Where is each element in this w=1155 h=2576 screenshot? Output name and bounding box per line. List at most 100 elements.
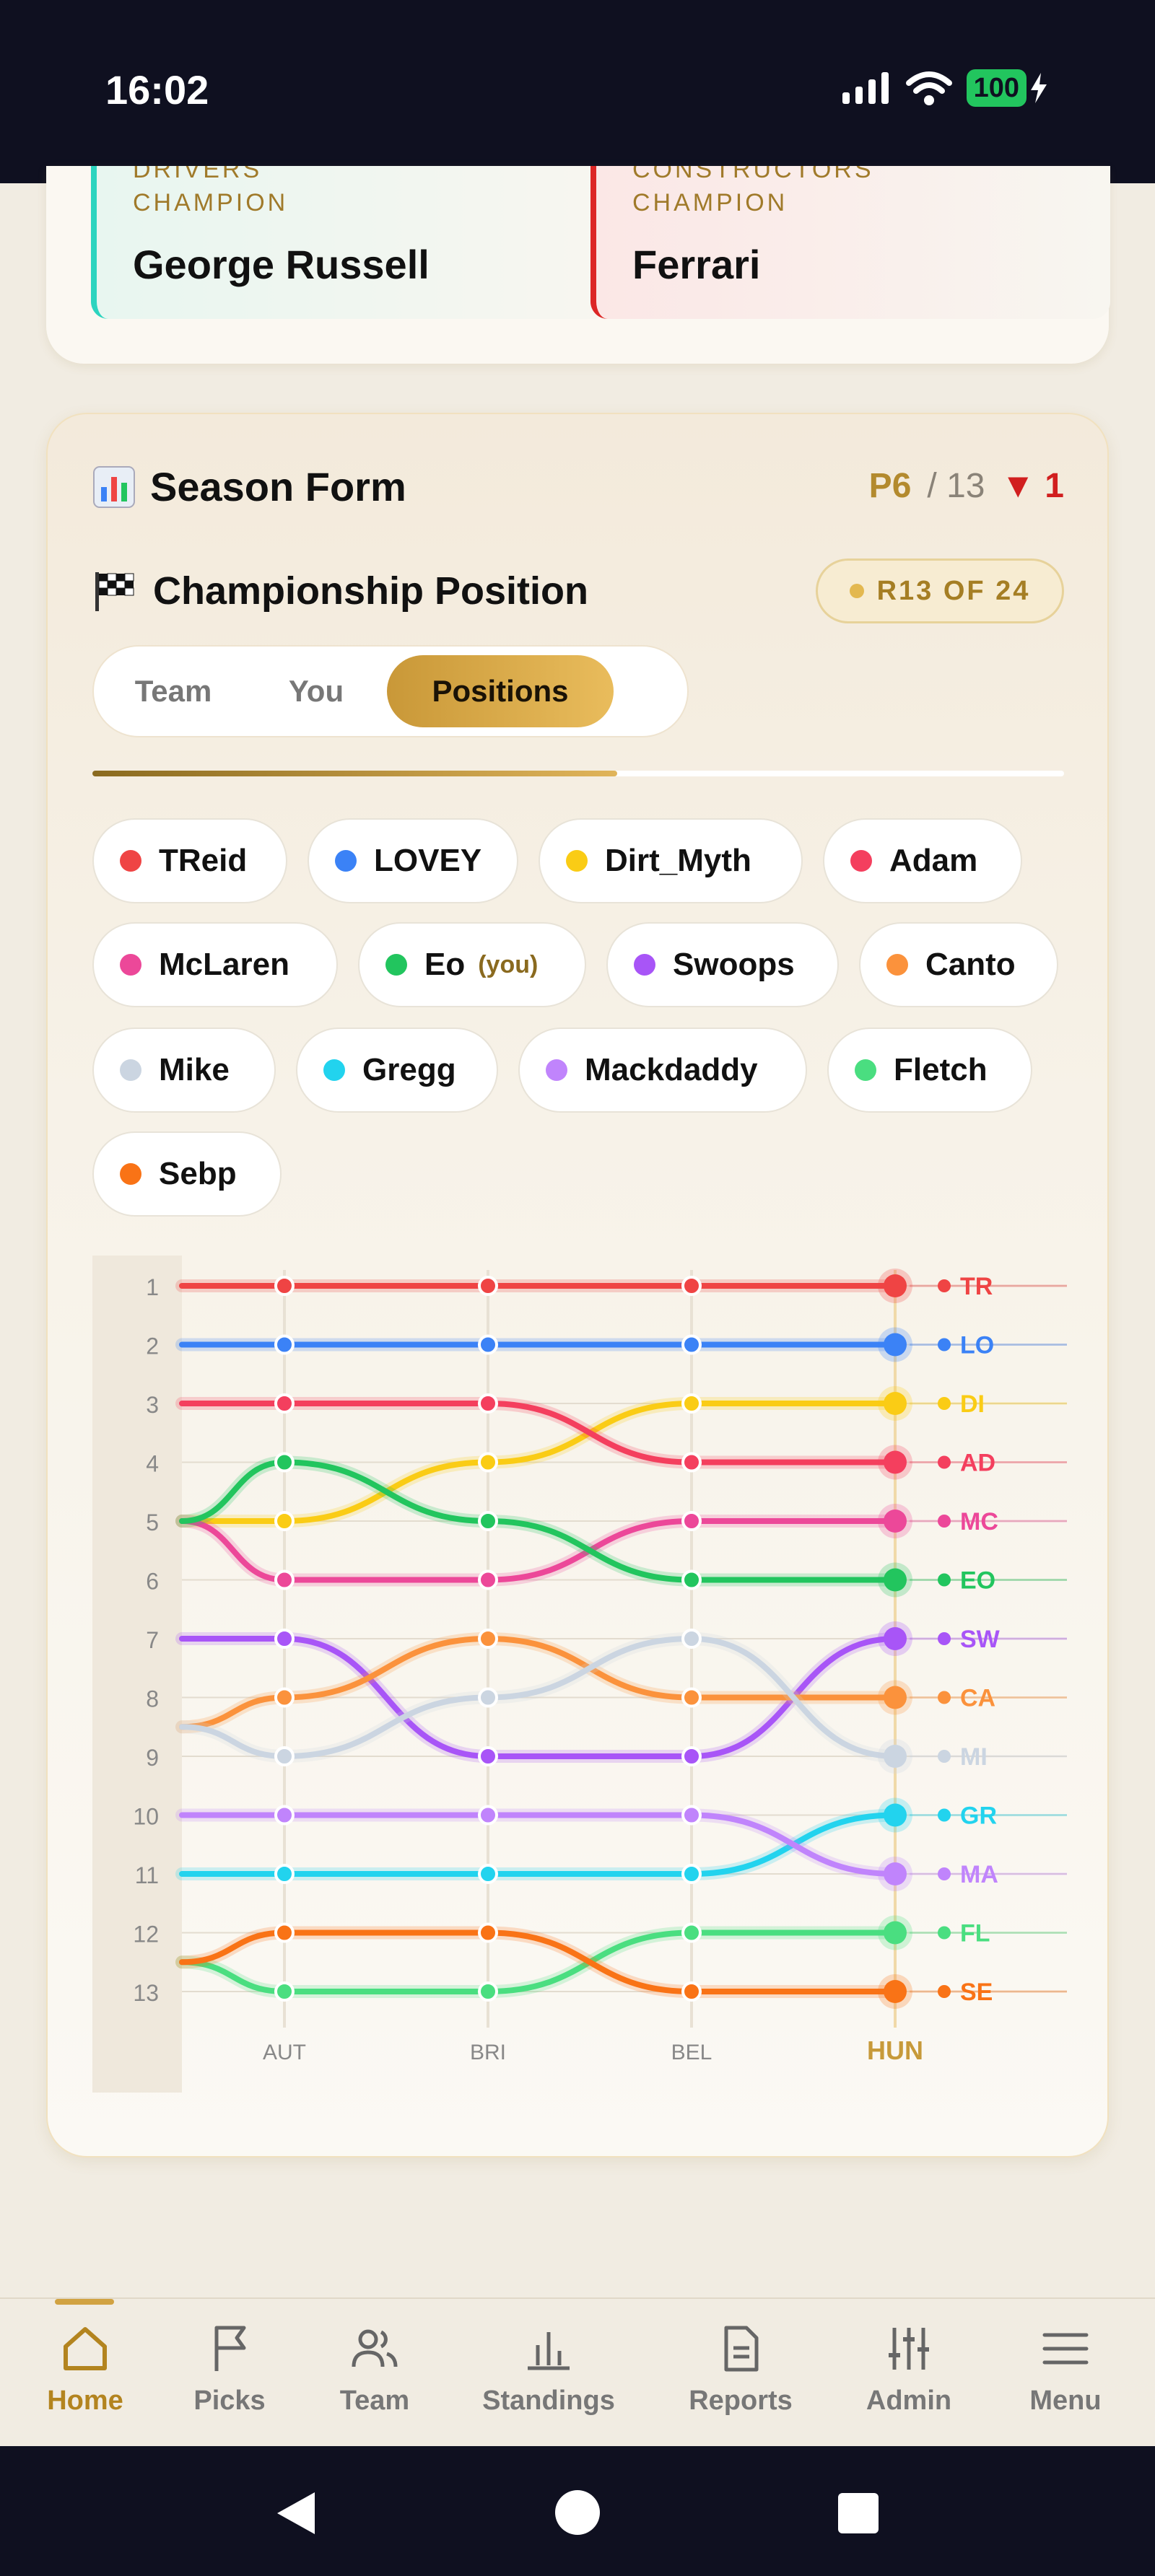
legend-chip[interactable]: TReid [92,818,287,903]
legend-chip[interactable]: Mike [92,1028,276,1113]
series-end-point [884,1803,907,1827]
legend-color-dot [323,1059,345,1081]
legend-player-name: Mackdaddy [585,1052,758,1087]
bar-chart-emoji-icon [93,465,135,508]
series-tag-dot [938,1808,951,1822]
nav-admin-label: Admin [866,2386,952,2416]
flag-icon [214,2326,246,2371]
series-end-point [884,1392,907,1415]
series-tag-label: EO [960,1567,995,1595]
tab-team[interactable]: Team [134,674,212,708]
nav-reports[interactable]: Reports [668,2299,813,2448]
series-tag-dot [938,1338,951,1351]
legend-chip[interactable]: Fletch [827,1028,1032,1113]
series-point [478,1687,498,1708]
status-time: 16:02 [105,67,209,113]
legend-player-name: TReid [159,843,248,878]
legend-player-name: LOVEY [374,843,482,878]
series-end-point [884,1627,907,1650]
series-end-point [884,1274,907,1297]
legend-chip[interactable]: Canto [859,922,1058,1007]
series-point [681,1393,702,1414]
y-tick-label: 12 [133,1922,159,1948]
series-tag-dot [938,1515,951,1528]
legend-color-dot [120,954,141,976]
series-point [681,1746,702,1766]
legend-chip[interactable]: Swoops [606,922,839,1007]
nav-team[interactable]: Team [315,2299,435,2448]
document-icon [724,2326,759,2372]
status-icons: 100 [841,69,1050,107]
legend-chip[interactable]: Sebp [92,1131,282,1217]
series-tag-label: SW [960,1626,1001,1653]
series-tag-label: DI [960,1390,985,1418]
nav-menu[interactable]: Menu [1008,2299,1123,2448]
legend-color-dot [850,850,872,872]
battery-icon: 100 [966,69,1050,107]
tab-positions[interactable]: Positions [387,655,614,727]
series-tag-dot [938,1573,951,1587]
legend-chip[interactable]: LOVEY [308,818,518,903]
series-point [274,1511,295,1531]
y-tick-label: 4 [146,1451,159,1477]
series-tag-dot [938,1867,951,1880]
series-end-point [884,1921,907,1945]
legend-player-name: Swoops [673,947,795,982]
legend-chip[interactable]: Eo (you) [358,922,586,1007]
active-tab-indicator [55,2299,114,2305]
home-icon [64,2327,107,2370]
legend-chip[interactable]: Dirt_Myth [539,818,803,903]
series-point [478,1805,498,1826]
drivers-champion-card[interactable]: DRIVERS CHAMPION George Russell [91,166,611,319]
round-dot-icon [849,584,864,598]
series-line [179,1518,898,1583]
legend-chip[interactable]: Adam [823,818,1022,903]
series-tag-label: CA [960,1685,995,1712]
x-tick-label: BEL [671,2041,712,2064]
series-end-point [884,1568,907,1592]
nav-picks[interactable]: Picks [170,2299,289,2448]
position-total: / 13 [927,467,985,505]
season-progress-bar [92,771,1064,776]
nav-home-label: Home [47,2386,123,2416]
championship-position-title: Championship Position [153,569,588,613]
season-form-card: Season Form P6 / 13 ▼ 1 Championship Pos… [46,413,1109,2157]
recents-icon[interactable] [837,2492,879,2534]
series-end-point [884,1862,907,1885]
nav-standings[interactable]: Standings [476,2299,621,2448]
series-tag-dot [938,1632,951,1645]
series-tag-dot [938,1455,951,1469]
series-point [274,1687,295,1708]
series-point [274,1746,295,1766]
battery-level: 100 [966,69,1027,107]
bar-chart-icon [528,2332,570,2370]
series-point [681,1629,702,1649]
legend-player-name: McLaren [159,947,289,982]
y-tick-label: 8 [146,1686,159,1712]
legend-chip[interactable]: Mackdaddy [518,1028,807,1113]
menu-icon [1042,2333,1089,2365]
nav-home[interactable]: Home [22,2299,149,2448]
y-tick-label: 6 [146,1569,159,1595]
bottom-navigation: Home Picks Team Standings [0,2297,1155,2446]
back-icon[interactable] [273,2489,319,2537]
drivers-champion-label: DRIVERS CHAMPION [133,166,289,216]
y-tick-label: 9 [146,1745,159,1771]
legend-chip[interactable]: Gregg [296,1028,498,1113]
series-end-point [884,1686,907,1709]
series-tag-dot [938,1926,951,1940]
constructors-champion-card[interactable]: CONSTRUCTORS CHAMPION Ferrari [590,166,1110,319]
series-point [274,1805,295,1826]
legend-chip[interactable]: McLaren [92,922,338,1007]
series-point [681,1511,702,1531]
series-end-point [884,1745,907,1768]
nav-admin[interactable]: Admin [849,2299,969,2448]
series-point [681,1276,702,1296]
wifi-icon [905,71,952,105]
series-point [681,1922,702,1943]
series-line [179,1929,898,1994]
home-circle-icon[interactable] [554,2489,601,2536]
tab-you[interactable]: You [288,674,344,708]
signal-icon [842,72,889,104]
legend-player-name: Sebp [159,1156,237,1191]
